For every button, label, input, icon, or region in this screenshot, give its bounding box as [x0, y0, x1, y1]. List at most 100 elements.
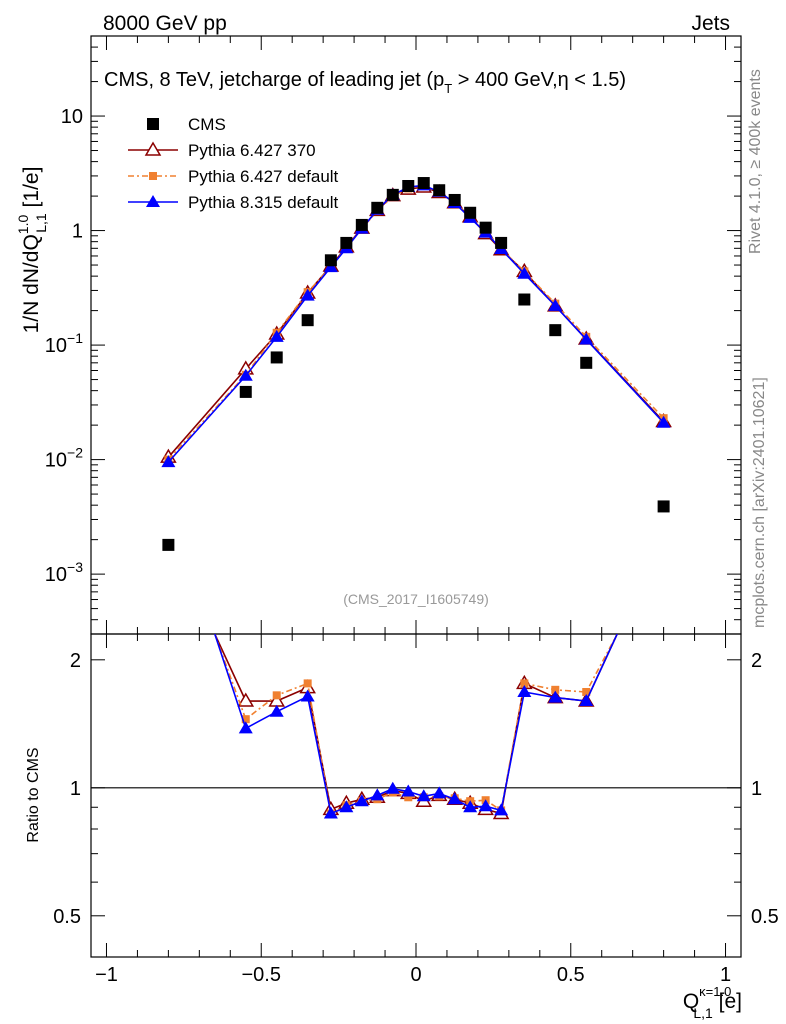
data-point [161, 455, 176, 468]
ratio-data-point [579, 694, 594, 707]
ratio-y-tick-label: 2 [70, 650, 81, 672]
data-point [324, 254, 337, 267]
ratio-data-point [300, 689, 315, 702]
data-point [417, 177, 430, 190]
series-line [167, 186, 665, 458]
rivet-version-label: Rivet 4.1.0, ≥ 400k events [747, 69, 764, 254]
ratio-data-point [237, 692, 255, 707]
ratio-data-point [432, 786, 447, 799]
ratio-data-point [241, 715, 250, 724]
x-tick-label: −0.5 [241, 964, 280, 986]
ratio-data-point [551, 685, 560, 694]
data-point [239, 385, 252, 398]
ratio-plot: 2 2 1 1 0.5 0.5 −1 −0.5 0 0.5 1 Ratio to CMS Qκ=1.0 L… [25, 633, 779, 1021]
ratio-y-tick-label: 0.5 [53, 906, 81, 928]
data-point [579, 332, 594, 345]
x-tick-label: 0 [410, 964, 421, 986]
ratio-data-point [303, 679, 312, 688]
y-tick-label: 10−3 [45, 559, 83, 586]
y-tick-label: 10−1 [45, 330, 83, 357]
data-point [517, 266, 532, 279]
x-tick-label: −1 [95, 964, 118, 986]
y-tick-label: 1 [72, 221, 83, 243]
data-point [355, 218, 368, 231]
ratio-data-point [463, 800, 478, 813]
ratio-series-line [214, 634, 618, 815]
ratio-data-point [520, 679, 529, 688]
series-pythia-8-315-default [161, 178, 671, 468]
ratio-y-tick-label-right: 2 [751, 650, 762, 672]
data-point [657, 500, 670, 513]
ratio-data-point [401, 784, 416, 797]
ratio-y-tick-label-right: 1 [751, 778, 762, 800]
series-cms [162, 177, 670, 551]
data-point [479, 221, 492, 234]
legend: CMS Pythia 6.427 370 Pythia 6.427 default P… [128, 115, 339, 212]
ratio-data-point [517, 685, 532, 698]
ratio-series-group [214, 634, 618, 820]
ratio-data-point [385, 781, 400, 794]
ratio-data-point [582, 688, 591, 697]
ratio-data-point [339, 800, 354, 813]
data-point [549, 324, 562, 337]
analysis-id-label: (CMS_2017_I1605749) [343, 591, 489, 607]
legend-marker [149, 172, 157, 180]
data-point [300, 288, 315, 301]
legend-marker [146, 195, 160, 207]
legend-marker [147, 118, 159, 130]
data-point [270, 351, 283, 364]
data-point [548, 298, 563, 311]
data-point [433, 184, 446, 197]
chart-title: CMS, 8 TeV, jetcharge of leading jet (pT… [104, 69, 626, 96]
y-axis-label: 1/N dN/dQ1.0 L,1 [1/e] [15, 167, 49, 334]
y-tick-label: 10−2 [45, 445, 83, 472]
ratio-series-pythia-8-315-default [214, 634, 618, 819]
ratio-data-point [269, 704, 284, 717]
data-point [448, 193, 461, 206]
ratio-y-tick-label-right: 0.5 [751, 906, 779, 928]
ratio-data-point [238, 721, 253, 734]
ratio-y-axis-label: Ratio to CMS [25, 747, 42, 842]
x-tick-label: 1 [720, 964, 731, 986]
x-axis-label: Qκ=1.0 L,1 [e] [683, 984, 742, 1021]
data-point [340, 236, 353, 249]
series-line [167, 184, 665, 463]
ratio-y-tick-label: 1 [70, 778, 81, 800]
legend-label: CMS [188, 115, 226, 134]
ratio-series-pythia-6-427-default [214, 634, 618, 818]
series-pythia-6-427-default [164, 181, 668, 464]
category-label: Jets [691, 12, 730, 35]
legend-marker [144, 141, 162, 156]
data-point [371, 201, 384, 214]
y-tick-label: 10 [61, 106, 83, 128]
series-line [167, 184, 665, 461]
main-plot: 10 1 10−1 10−2 10−3 1/N dN/dQ1.0 L,1 [1/e] CMS,… [15, 35, 742, 635]
legend-label: Pythia 6.427 370 [188, 141, 316, 160]
ratio-plot-frame [90, 633, 742, 958]
data-point [656, 415, 671, 428]
data-point [495, 236, 508, 249]
data-point [269, 329, 284, 342]
data-point [162, 538, 175, 551]
data-point [386, 188, 399, 201]
ratio-data-point [370, 788, 385, 801]
ratio-data-point [272, 691, 281, 700]
data-point [402, 179, 415, 192]
series-pythia-6-427-370 [160, 178, 672, 463]
ratio-data-point [494, 803, 509, 816]
ratio-data-point [416, 789, 431, 802]
data-point [301, 314, 314, 327]
ratio-series-line [214, 634, 618, 815]
mcplots-reference-label: mcplots.cern.ch [arXiv:2401.10621] [751, 377, 768, 628]
ratio-series-pythia-6-427-370 [214, 634, 618, 820]
data-point [580, 356, 593, 369]
ratio-data-point [404, 793, 413, 802]
x-tick-label: 0.5 [557, 964, 585, 986]
data-point [518, 293, 531, 306]
data-point [238, 368, 253, 381]
legend-label: Pythia 8.315 default [188, 193, 339, 212]
ratio-data-point [354, 794, 369, 807]
energy-label: 8000 GeV pp [103, 12, 227, 35]
data-point [464, 206, 477, 219]
